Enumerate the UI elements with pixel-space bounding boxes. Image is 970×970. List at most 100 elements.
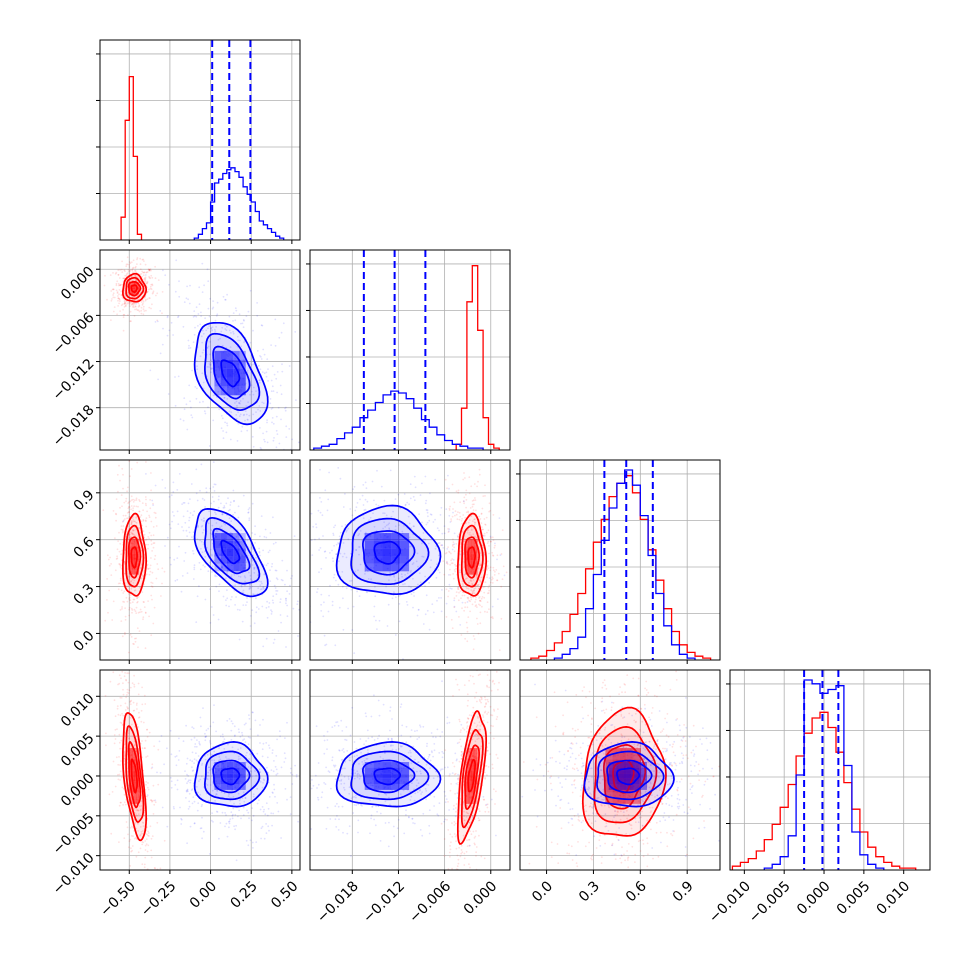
scatter-point (306, 576, 308, 578)
scatter-point (324, 644, 326, 647)
scatter-point (274, 541, 277, 544)
scatter-point (226, 589, 228, 592)
scatter-point (259, 355, 261, 357)
scatter-point (245, 413, 248, 416)
scatter-point (448, 574, 450, 576)
scatter-point (470, 526, 473, 529)
scatter-point (135, 279, 138, 281)
scatter-point (469, 507, 472, 509)
scatter-point (466, 757, 469, 760)
scatter-point (253, 622, 256, 625)
scatter-point (337, 724, 340, 727)
scatter-point (205, 729, 208, 732)
scatter-point (479, 673, 481, 676)
scatter-point (285, 597, 287, 600)
scatter-point (150, 283, 153, 286)
scatter-point (424, 575, 426, 578)
scatter-point (203, 517, 205, 520)
scatter-point (475, 596, 477, 599)
scatter-point (490, 714, 492, 716)
scatter-point (133, 598, 136, 601)
scatter-point (191, 766, 193, 769)
scatter-point (140, 832, 143, 835)
scatter-point (221, 741, 224, 744)
scatter-point (198, 561, 201, 564)
scatter-point (195, 752, 197, 755)
scatter-point (204, 506, 207, 508)
scatter-point (511, 777, 513, 779)
scatter-point (337, 583, 340, 586)
scatter-point (480, 513, 483, 515)
scatter-point (121, 670, 124, 673)
scatter-point (126, 570, 129, 573)
scatter-point (113, 734, 116, 736)
scatter-point (460, 844, 463, 847)
scatter-point (483, 551, 485, 554)
scatter-point (150, 585, 153, 588)
scatter-point (259, 535, 261, 538)
scatter-point (262, 432, 264, 435)
scatter-point (230, 720, 233, 723)
scatter-point (119, 721, 122, 724)
scatter-point (111, 791, 114, 793)
scatter-point (471, 505, 474, 508)
scatter-point (157, 568, 160, 571)
scatter-point (452, 695, 454, 697)
scatter-point (397, 735, 400, 737)
scatter-point (137, 809, 140, 812)
scatter-point (481, 528, 484, 531)
scatter-point (184, 778, 187, 780)
scatter-point (252, 445, 255, 448)
scatter-point (495, 671, 498, 673)
scatter-point (213, 490, 216, 492)
scatter-point (412, 822, 414, 824)
scatter-point (411, 817, 414, 820)
scatter-point (203, 519, 206, 522)
scatter-point (119, 579, 122, 582)
scatter-point (271, 610, 273, 613)
scatter-point (191, 536, 193, 538)
scatter-point (458, 518, 461, 521)
scatter-point (485, 703, 487, 706)
scatter-point (422, 725, 425, 728)
scatter-point (485, 803, 488, 806)
scatter-point (246, 539, 249, 542)
scatter-point (123, 561, 126, 564)
scatter-point (109, 680, 112, 683)
scatter-point (192, 531, 195, 534)
scatter-point (110, 290, 113, 292)
scatter-point (486, 684, 488, 687)
scatter-point (469, 731, 472, 734)
scatter-point (254, 454, 256, 456)
scatter-point (129, 301, 132, 304)
scatter-point (492, 617, 494, 620)
scatter-point (121, 712, 123, 715)
scatter-point (326, 739, 329, 741)
scatter-point (129, 310, 132, 313)
scatter-point (148, 297, 151, 299)
scatter-point (376, 810, 378, 813)
scatter-point (467, 511, 470, 514)
scatter-point (222, 735, 224, 738)
scatter-point (223, 505, 226, 507)
scatter-point (486, 601, 489, 604)
scatter-point (142, 313, 145, 316)
scatter-point (382, 703, 385, 706)
scatter-point (453, 606, 456, 609)
scatter-point (234, 319, 237, 322)
scatter-point (256, 350, 259, 352)
scatter-point (487, 540, 490, 543)
scatter-point (186, 788, 189, 791)
scatter-point (222, 437, 225, 440)
scatter-point (447, 868, 450, 870)
scatter-point (487, 560, 489, 563)
scatter-point (201, 341, 204, 344)
scatter-point (336, 815, 338, 817)
scatter-point (356, 502, 359, 504)
scatter-point (273, 373, 276, 376)
scatter-point (146, 271, 149, 273)
scatter-point (153, 511, 156, 514)
scatter-point (466, 587, 468, 590)
scatter-point (512, 593, 514, 595)
scatter-point (228, 517, 231, 520)
